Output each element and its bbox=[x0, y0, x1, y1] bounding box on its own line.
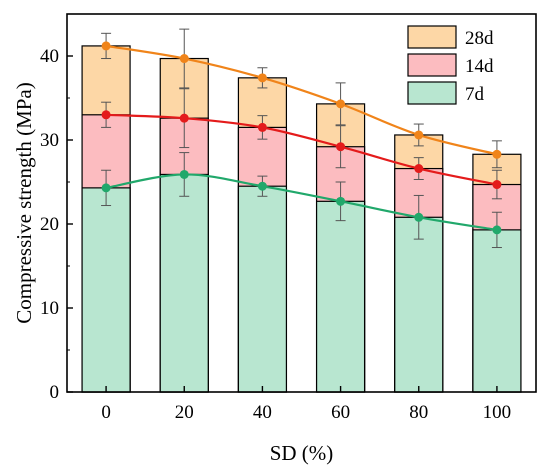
x-tick-label-100: 100 bbox=[483, 402, 512, 423]
point-14d-60 bbox=[336, 142, 346, 152]
point-7d-80 bbox=[414, 212, 424, 222]
legend-label-7d: 7d bbox=[465, 84, 485, 105]
point-14d-20 bbox=[179, 113, 189, 123]
bar-7d-20 bbox=[159, 173, 209, 393]
x-tick-label-20: 20 bbox=[175, 402, 194, 423]
legend-item-7d: 7d bbox=[407, 81, 485, 105]
y-tick-label-30: 30 bbox=[40, 130, 59, 151]
trend-line-7d bbox=[105, 173, 498, 231]
y-tick-label-0: 0 bbox=[50, 382, 60, 403]
x-tick-label-60: 60 bbox=[331, 402, 350, 423]
point-28d-80 bbox=[414, 130, 424, 140]
trend-line-14d bbox=[106, 113, 498, 186]
x-tick-label-80: 80 bbox=[409, 402, 428, 423]
x-tick-label-40: 40 bbox=[253, 402, 272, 423]
y-tick-label-20: 20 bbox=[40, 214, 59, 235]
point-14d-40 bbox=[257, 122, 267, 132]
point-28d-20 bbox=[179, 54, 189, 64]
y-tick-label-10: 10 bbox=[40, 298, 59, 319]
point-14d-0 bbox=[101, 110, 111, 120]
point-28d-60 bbox=[336, 99, 346, 109]
legend-item-14d: 14d bbox=[407, 53, 494, 77]
point-14d-100 bbox=[492, 180, 502, 190]
trend-lines-layer bbox=[105, 44, 498, 231]
point-28d-100 bbox=[492, 149, 502, 159]
plot-frame bbox=[66, 13, 537, 393]
legend-swatch-7d bbox=[407, 81, 457, 105]
bar-7d-40 bbox=[237, 185, 288, 393]
bar-7d-0 bbox=[81, 187, 131, 393]
x-axis-title: SD (%) bbox=[270, 441, 334, 465]
legend-swatch-28d bbox=[407, 25, 457, 49]
point-28d-40 bbox=[257, 73, 267, 83]
y-axis-title: Compressive strength (MPa) bbox=[12, 82, 36, 323]
bar-7d-100 bbox=[472, 229, 522, 393]
point-7d-100 bbox=[492, 225, 502, 235]
point-14d-80 bbox=[414, 164, 424, 174]
bar-7d-60 bbox=[315, 200, 366, 393]
point-7d-40 bbox=[257, 181, 267, 191]
legend-swatch-14d bbox=[407, 53, 457, 77]
y-tick-label-40: 40 bbox=[40, 46, 59, 67]
point-7d-0 bbox=[101, 183, 111, 193]
legend-label-14d: 14d bbox=[465, 56, 494, 77]
axes-layer: 0 10 20 30 40 0 20 40 60 80 100 bbox=[40, 46, 511, 423]
points-layer bbox=[101, 41, 502, 235]
bar-7d-80 bbox=[394, 216, 444, 393]
point-7d-20 bbox=[179, 169, 189, 179]
legend: 28d 14d 7d bbox=[407, 25, 494, 105]
legend-label-28d: 28d bbox=[465, 28, 494, 49]
point-7d-60 bbox=[336, 196, 346, 206]
point-28d-0 bbox=[101, 41, 111, 51]
legend-item-28d: 28d bbox=[407, 25, 494, 49]
trend-line-28d bbox=[105, 44, 498, 156]
x-tick-label-0: 0 bbox=[101, 402, 111, 423]
